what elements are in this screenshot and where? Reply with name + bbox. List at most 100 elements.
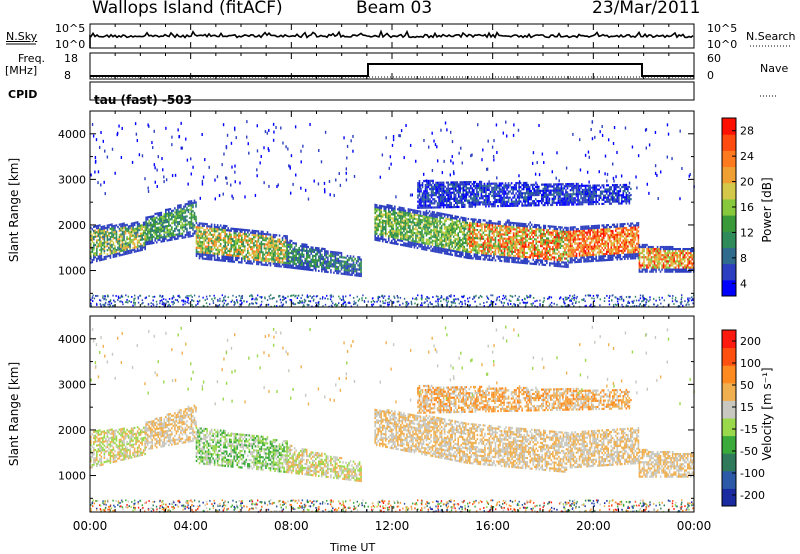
power-cell — [394, 236, 396, 239]
power-cell — [520, 243, 522, 246]
power-cell — [598, 247, 600, 250]
power-cell — [339, 255, 341, 259]
power-cell — [377, 224, 380, 228]
power-cell — [458, 228, 461, 231]
power-cell — [543, 232, 545, 236]
power-cell — [449, 253, 452, 256]
power-cell — [100, 240, 103, 243]
power-cell — [324, 266, 326, 269]
power-cell — [195, 230, 197, 233]
power-cell — [292, 260, 294, 263]
power-cell — [517, 238, 519, 242]
power-cell — [233, 248, 236, 251]
power-cell — [607, 254, 610, 257]
power-cell — [224, 235, 226, 238]
power-cell — [487, 254, 489, 257]
power-cell — [146, 216, 149, 219]
power-cell — [177, 237, 179, 240]
power-cell — [546, 261, 548, 265]
power-cell — [463, 256, 466, 259]
power-cell — [478, 243, 480, 246]
power-cell — [351, 259, 353, 262]
power-cell — [374, 234, 376, 237]
power-cell — [177, 223, 179, 226]
power-cell — [514, 236, 516, 239]
power-cell — [677, 256, 680, 259]
power-cell — [549, 249, 551, 253]
power-cell — [508, 227, 510, 230]
power-cell — [532, 248, 535, 251]
power-cell — [446, 234, 449, 237]
power-cell — [595, 232, 597, 236]
power-cell — [392, 238, 395, 241]
power-cell — [526, 233, 528, 236]
power-cell — [613, 252, 616, 255]
power-cell — [581, 237, 584, 241]
power-cell — [500, 237, 503, 240]
power-cell — [233, 252, 236, 255]
power-cell — [410, 241, 413, 244]
power-cell — [469, 232, 471, 235]
power-cell — [90, 251, 92, 254]
power-cell — [485, 233, 488, 237]
power-cell — [149, 228, 152, 231]
power-cell — [668, 266, 671, 269]
power-cell — [333, 253, 335, 256]
power-cell — [275, 240, 278, 243]
power-cell — [567, 231, 569, 234]
power-cell — [571, 250, 573, 254]
power-cell — [511, 246, 513, 249]
power-cell — [641, 270, 644, 273]
power-cell — [413, 211, 416, 214]
power-cell — [589, 233, 591, 236]
power-cell — [529, 254, 532, 257]
power-cell — [469, 228, 471, 231]
power-cell — [616, 250, 619, 253]
power-cell — [292, 256, 294, 259]
power-cell — [215, 228, 217, 231]
power-cell — [277, 256, 279, 260]
power-cell — [174, 237, 176, 241]
power-cell — [685, 256, 688, 259]
power-cell — [227, 229, 230, 232]
power-cell — [149, 221, 152, 225]
power-cell — [343, 260, 346, 263]
power-cell — [457, 215, 460, 219]
power-cell — [561, 261, 563, 264]
power-cell — [611, 231, 614, 235]
power-cell — [596, 245, 599, 248]
power-cell — [278, 248, 281, 252]
power-cell — [436, 240, 438, 243]
power-cell — [121, 247, 124, 250]
power-cell — [550, 239, 553, 242]
power-cell — [175, 209, 178, 212]
power-cell — [552, 229, 554, 232]
power-cell — [529, 246, 532, 249]
power-cell — [381, 231, 384, 235]
power-cell — [380, 204, 383, 208]
power-cell — [325, 260, 328, 263]
power-cell — [247, 257, 249, 261]
power-cell — [662, 247, 665, 251]
power-cell — [139, 249, 142, 252]
power-cell — [544, 241, 547, 244]
power-cell — [410, 245, 413, 248]
power-cell — [506, 221, 509, 224]
power-cell — [221, 257, 223, 260]
power-cell — [293, 258, 296, 261]
power-cell — [466, 232, 469, 235]
power-cell — [157, 212, 160, 215]
power-cell — [652, 260, 654, 263]
power-cell — [322, 262, 325, 265]
power-cell — [518, 234, 521, 238]
power-cell — [201, 226, 204, 229]
power-cell — [555, 262, 557, 265]
power-cell — [251, 250, 254, 253]
power-cell — [572, 228, 575, 231]
power-cell — [277, 258, 279, 262]
power-cell — [401, 235, 404, 238]
power-cell — [198, 244, 201, 248]
power-cell — [321, 266, 323, 269]
power-cell — [247, 249, 249, 252]
power-cell — [478, 237, 480, 240]
